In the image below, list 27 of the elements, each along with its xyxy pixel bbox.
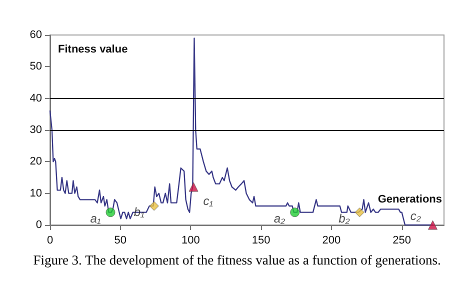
point bbox=[428, 220, 438, 230]
annotation: c₂ bbox=[410, 209, 422, 223]
y-tick-label: 60 bbox=[30, 29, 42, 41]
annotation: a₂ bbox=[274, 211, 286, 226]
point bbox=[106, 208, 116, 218]
point bbox=[354, 208, 364, 218]
x-tick-label: 200 bbox=[322, 234, 341, 246]
x-axis-title: Generations bbox=[378, 194, 442, 206]
annotation: b₂ bbox=[338, 211, 350, 226]
x-tick-label: 100 bbox=[182, 234, 200, 246]
x-tick-label: 50 bbox=[114, 234, 126, 246]
annotation: a₁ bbox=[90, 211, 101, 226]
y-tick-label: 50 bbox=[30, 60, 42, 73]
point bbox=[149, 201, 159, 211]
y-tick-label: 40 bbox=[30, 92, 42, 104]
y-tick-label: 30 bbox=[30, 124, 42, 136]
text: Figure 3. The development of the fitness value as a function of generations. bbox=[33, 252, 441, 268]
y-tick-label: 20 bbox=[30, 156, 42, 168]
y-axis-title: Fitness value bbox=[58, 44, 128, 56]
y-tick-label: 0 bbox=[36, 219, 42, 231]
x-tick-label: 150 bbox=[252, 234, 270, 246]
x-tick-label: 0 bbox=[46, 234, 54, 246]
point bbox=[188, 182, 198, 192]
annotation: c₁ bbox=[203, 194, 214, 208]
point bbox=[290, 208, 300, 218]
x-tick-label: 250 bbox=[392, 234, 411, 246]
y-tick-label: 10 bbox=[30, 187, 42, 200]
